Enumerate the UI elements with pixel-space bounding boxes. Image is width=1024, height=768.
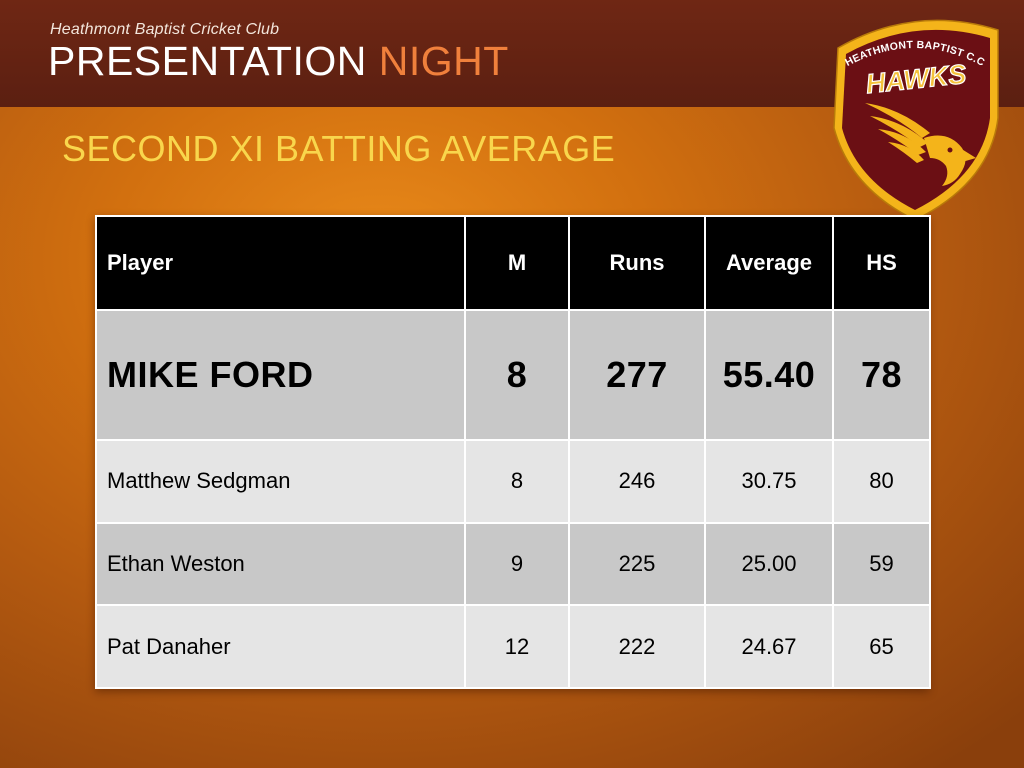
- cell-average: 30.75: [704, 438, 834, 524]
- cell-runs: 225: [568, 521, 706, 607]
- cell-high-score: 78: [832, 309, 931, 441]
- section-title: SECOND XI BATTING AVERAGE: [62, 128, 616, 169]
- batting-average-table: Player M Runs Average HS MIKE FORD 8 277…: [95, 215, 931, 689]
- table-row: Pat Danaher 12 222 24.67 65: [95, 604, 931, 689]
- cell-matches: 9: [464, 521, 570, 607]
- column-header-average: Average: [704, 215, 834, 311]
- cell-average: 25.00: [704, 521, 834, 607]
- cell-average: 55.40: [704, 309, 834, 441]
- cell-runs: 222: [568, 604, 706, 689]
- table-row: Matthew Sedgman 8 246 30.75 80: [95, 438, 931, 524]
- cell-runs: 246: [568, 438, 706, 524]
- column-header-runs: Runs: [568, 215, 706, 311]
- table-row: Ethan Weston 9 225 25.00 59: [95, 521, 931, 607]
- column-header-player: Player: [95, 215, 466, 311]
- table-header-row: Player M Runs Average HS: [95, 215, 931, 311]
- cell-average: 24.67: [704, 604, 834, 689]
- cell-player: MIKE FORD: [95, 309, 466, 441]
- club-name: Heathmont Baptist Cricket Club: [50, 21, 280, 38]
- column-header-matches: M: [464, 215, 570, 311]
- event-title-part-2: NIGHT: [378, 38, 509, 84]
- cell-player: Ethan Weston: [95, 521, 466, 607]
- cell-high-score: 59: [832, 521, 931, 607]
- table-row: MIKE FORD 8 277 55.40 78: [95, 309, 931, 441]
- cell-player: Pat Danaher: [95, 604, 466, 689]
- hawk-icon: [865, 103, 976, 186]
- cell-player: Matthew Sedgman: [95, 438, 466, 524]
- cell-high-score: 80: [832, 438, 931, 524]
- cell-high-score: 65: [832, 604, 931, 689]
- event-title-part-1: PRESENTATION: [48, 38, 367, 84]
- cell-matches: 12: [464, 604, 570, 689]
- cell-runs: 277: [568, 309, 706, 441]
- cell-matches: 8: [464, 309, 570, 441]
- club-logo: HEATHMONT BAPTIST C.C HAWKS: [833, 19, 999, 221]
- cell-matches: 8: [464, 438, 570, 524]
- column-header-high-score: HS: [832, 215, 931, 311]
- event-title: PRESENTATION NIGHT: [48, 36, 509, 86]
